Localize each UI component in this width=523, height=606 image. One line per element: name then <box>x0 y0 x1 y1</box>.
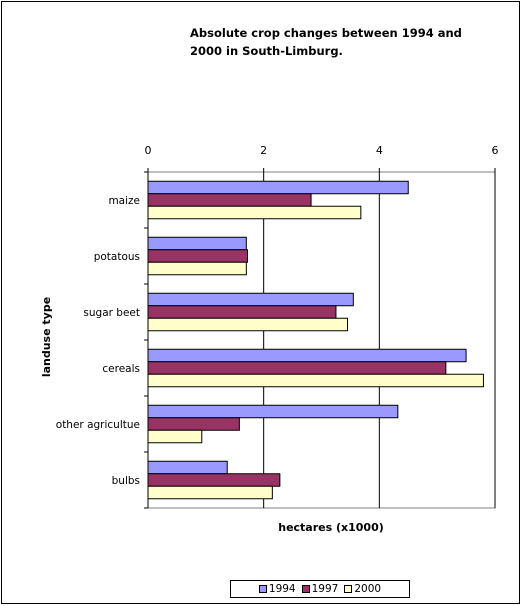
chart-title: Absolute crop changes between 1994 and 2… <box>190 26 462 58</box>
legend: 1994 1997 2000 <box>230 580 410 598</box>
y-tick-label: cereals <box>102 363 140 375</box>
y-tick-label: sugar beet <box>83 307 140 319</box>
legend-label: 2000 <box>354 583 382 595</box>
bar-1997 <box>147 305 337 319</box>
legend-swatch <box>258 585 267 593</box>
y-tick-label: other agricultue <box>56 419 140 431</box>
bar-2000 <box>147 373 484 388</box>
legend-label: 1997 <box>311 583 339 595</box>
x-tick-label: 0 <box>145 144 152 157</box>
bar-1997 <box>147 473 281 487</box>
bar-2000 <box>147 485 273 500</box>
bar-1997 <box>147 417 240 431</box>
bar-1997 <box>147 193 312 207</box>
gridlines <box>147 171 496 509</box>
bar-2000 <box>147 261 247 276</box>
bar-1994 <box>147 460 228 475</box>
y-tick-label: maize <box>108 195 140 207</box>
y-axis-label: landuse type <box>40 297 53 377</box>
plot-area <box>147 171 496 509</box>
x-tick-label: 2 <box>260 144 267 157</box>
bar-1994 <box>147 236 247 251</box>
bar-2000 <box>147 205 362 220</box>
bar-2000 <box>147 317 349 332</box>
legend-swatch <box>301 585 310 593</box>
bar-1994 <box>147 292 354 307</box>
y-tick-label: potatous <box>94 251 140 263</box>
bars <box>147 180 484 500</box>
legend-swatch <box>344 585 353 593</box>
y-tick-label: bulbs <box>112 475 140 487</box>
bar-1997 <box>147 249 248 263</box>
bar-1994 <box>147 180 409 195</box>
bar-1997 <box>147 361 447 375</box>
legend-label: 1994 <box>268 583 296 595</box>
x-tick-label: 4 <box>376 144 383 157</box>
legend-item: 2000 <box>344 583 381 595</box>
bar-1994 <box>147 404 399 419</box>
x-tick-label: 6 <box>492 144 499 157</box>
legend-item: 1994 <box>258 583 296 595</box>
axes: 0 2 4 6 maize potatous sugar beet cereals other … <box>56 144 499 509</box>
bar-1994 <box>147 348 467 363</box>
x-axis-label: hectares (x1000) <box>278 521 384 534</box>
bar-2000 <box>147 429 203 444</box>
legend-item: 1997 <box>301 583 339 595</box>
